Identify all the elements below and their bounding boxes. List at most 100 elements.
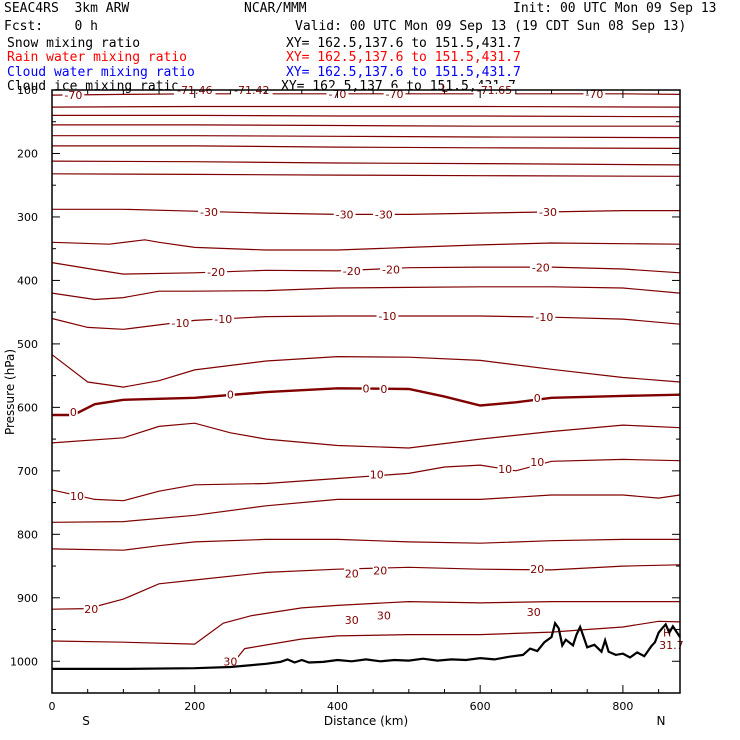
contour-label-10: -30	[539, 206, 557, 219]
x-tick-label-0: 0	[49, 700, 56, 713]
contour-label-28: 20	[84, 603, 98, 616]
contour-label-13: -20	[382, 264, 400, 277]
contour-label-bg-29	[344, 567, 360, 580]
contour-label-22: 0	[380, 383, 387, 396]
contour-label-bg-31	[529, 563, 545, 576]
y-axis-title: Pressure (hPa)	[3, 349, 17, 435]
contour-line-5	[52, 145, 681, 149]
terrain-layer	[52, 620, 681, 671]
contour-line-21	[229, 620, 681, 667]
init-time: Init: 00 UTC Mon 09 Sep 13	[513, 1, 717, 16]
contour-label-bg-20	[226, 388, 235, 401]
contour-line-11	[51, 286, 681, 301]
contour-line-4	[52, 135, 681, 139]
y-top-tick-label: 100	[17, 84, 38, 97]
contour-line-3	[52, 124, 680, 127]
contour-label-bg-10	[537, 205, 559, 218]
field-rain-xy: XY= 162.5,137.6 to 151.5,431.7	[286, 50, 521, 65]
extremum-mark-0: L	[441, 82, 448, 95]
y-tick-label-0: 200	[17, 147, 38, 160]
contour-label-bg-15	[169, 316, 192, 329]
organization-label: NCAR/MMM	[244, 1, 307, 16]
contour-label-bg-35	[526, 605, 542, 618]
field-cloudwater-xy: XY= 162.5,137.6 to 151.5,431.7	[286, 65, 521, 80]
y-tick-label-3: 500	[17, 338, 38, 351]
contour-label-11: -20	[207, 266, 225, 279]
contour-label-12: -20	[343, 265, 361, 278]
contour-label-bg-30	[372, 564, 388, 577]
contour-label-bg-28	[83, 603, 99, 616]
contour-label-bg-17	[376, 309, 399, 322]
contour-label-15: -10	[171, 317, 189, 330]
contour-line-15	[51, 422, 681, 449]
y-tick-label-5: 700	[17, 465, 38, 478]
contour-label-bg-18	[533, 311, 556, 324]
x-tick-label-2: 400	[327, 700, 348, 713]
contour-label-30: 20	[373, 564, 387, 577]
contour-label-0: -70	[64, 89, 82, 102]
contour-label-19: 0	[70, 406, 77, 419]
contour-label-bg-24	[69, 490, 85, 503]
contour-label-bg-14	[529, 261, 552, 274]
y-tick-label-8: 1000	[10, 655, 38, 668]
y-tick-label-1: 300	[17, 211, 38, 224]
contour-label-27: 10	[530, 456, 544, 469]
contour-label-bg-36	[657, 638, 686, 651]
y-tick-label-2: 400	[17, 274, 38, 287]
north-end-label: N	[657, 714, 666, 728]
contour-label-31: 20	[530, 563, 544, 576]
contour-line-13	[51, 354, 681, 388]
contour-label-18: -10	[535, 311, 553, 324]
x-tick-label-3: 600	[470, 700, 491, 713]
contour-line-20	[51, 600, 680, 645]
contour-label-29: 20	[345, 568, 359, 581]
contour-label-20: 0	[227, 389, 234, 402]
contour-label-14: -20	[532, 262, 550, 275]
field-cloudwater-name: Cloud water mixing ratio	[7, 65, 195, 80]
contour-line-18	[51, 538, 680, 551]
field-snow-name: Snow mixing ratio	[7, 36, 141, 51]
contour-line-19	[51, 564, 681, 610]
contour-line-6	[51, 160, 681, 166]
contour-line-7	[51, 173, 681, 177]
contour-label-bg-33	[344, 614, 360, 627]
contour-label-bg-9	[372, 208, 395, 221]
y-tick-label-4: 600	[17, 401, 38, 414]
contour-label-23: 0	[534, 392, 541, 405]
contour-line-17	[51, 494, 681, 523]
plot-frame	[51, 89, 681, 694]
contour-label-16: -10	[214, 313, 232, 326]
contour-line-2	[52, 114, 681, 118]
contour-label-bg-26	[497, 462, 513, 475]
contour-line-1	[51, 105, 681, 108]
contour-label-32: 30	[223, 655, 237, 668]
y-tick-label-7: 900	[17, 592, 38, 605]
contour-line-12	[51, 315, 681, 330]
contour-label-34: 30	[377, 610, 391, 623]
contour-label-21: 0	[363, 382, 370, 395]
forecast-hour: Fcst: 0 h	[4, 19, 98, 34]
contour-label-bg-4	[383, 87, 406, 100]
contour-label-bg-16	[212, 313, 235, 326]
contour-label-bg-27	[529, 455, 545, 468]
contour-label-bg-25	[369, 468, 385, 481]
contour-label-bg-7	[198, 205, 220, 218]
contour-label-bg-8	[333, 208, 356, 221]
model-title: SEAC4RS 3km ARW	[4, 1, 130, 16]
contour-label-7: -30	[200, 206, 218, 219]
contour-label-17: -10	[378, 310, 396, 323]
contour-label-bg-21	[361, 382, 371, 395]
x-tick-label-4: 800	[612, 700, 633, 713]
x-tick-label-1: 200	[184, 700, 205, 713]
contour-line-14	[52, 387, 681, 417]
contour-label-24: 10	[70, 490, 84, 503]
contour-label-bg-0	[62, 89, 85, 102]
x-axis-title: Distance (km)	[324, 714, 408, 728]
valid-time: Valid: 00 UTC Mon 09 Sep 13 (19 CDT Sun …	[295, 19, 687, 34]
contour-label-bg-32	[222, 655, 239, 668]
contour-label-33: 30	[345, 614, 359, 627]
contour-label-layer: -70 -71.46 -71.42 -70 -70 -71.65 -70-30 -30 -30-…	[62, 82, 686, 668]
contour-label-36: 31.7	[659, 639, 684, 652]
contour-label-6: -70	[585, 88, 603, 101]
terrain-line	[52, 620, 681, 671]
